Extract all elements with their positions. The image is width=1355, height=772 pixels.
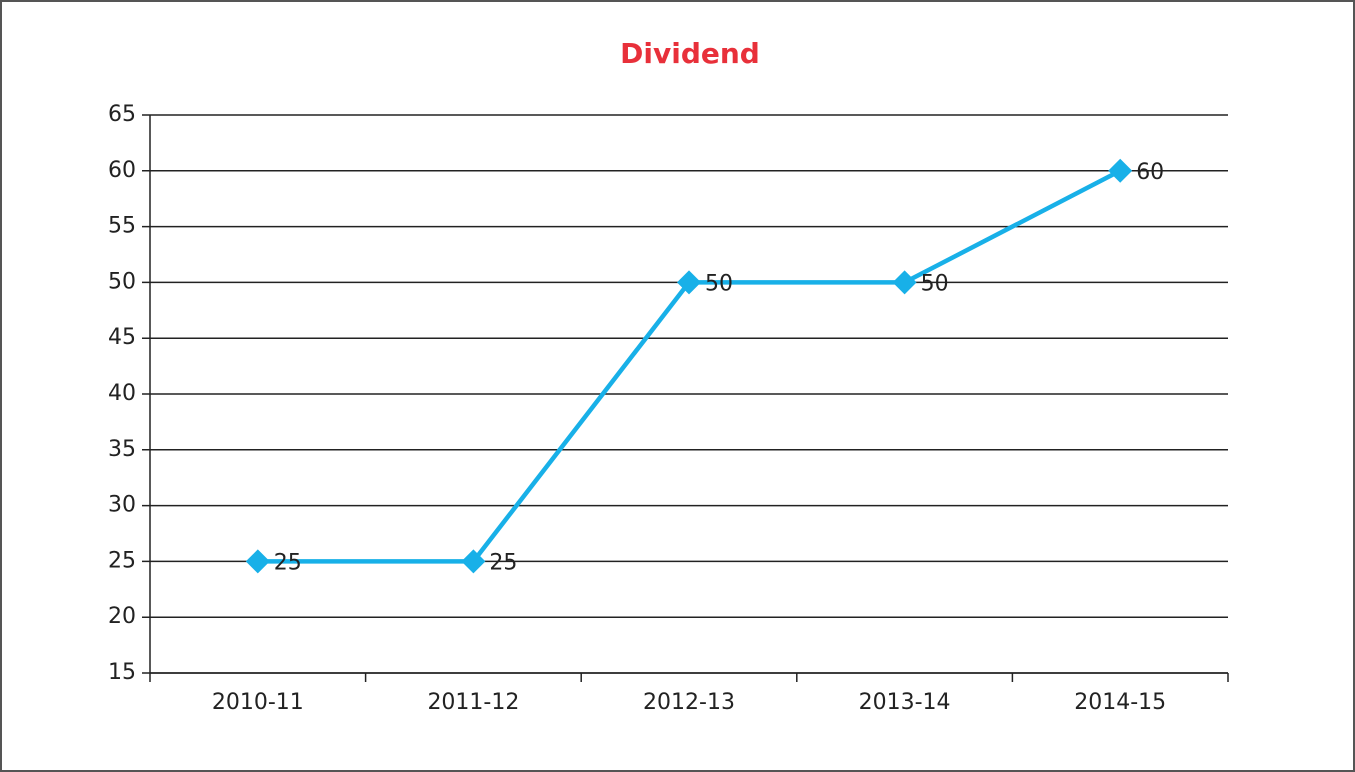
x-tick-label: 2012-13 [643,690,735,715]
data-label: 60 [1136,160,1164,185]
marker [892,270,917,295]
x-tick-label: 2013-14 [859,690,951,715]
x-tick-label: 2014-15 [1074,690,1166,715]
marker [245,549,270,574]
data-label: 50 [705,271,733,296]
y-tick-label: 15 [108,660,136,685]
y-tick-label: 40 [108,381,136,406]
data-label: 25 [489,550,517,575]
y-tick-label: 65 [108,102,136,127]
chart-title: Dividend [620,37,760,70]
y-tick-label: 25 [108,548,136,573]
data-label: 50 [921,271,949,296]
y-tick-label: 35 [108,437,136,462]
marker [677,270,701,295]
marker [1108,158,1133,183]
y-tick-label: 50 [108,269,136,294]
y-tick-label: 20 [108,604,136,629]
marker [461,549,486,574]
y-tick-label: 55 [108,214,136,239]
y-tick-label: 60 [108,158,136,183]
x-tick-label: 2011-12 [427,690,519,715]
y-tick-label: 30 [108,493,136,518]
y-tick-label: 45 [108,325,136,350]
x-tick-label: 2010-11 [212,690,304,715]
data-label: 25 [274,550,302,575]
